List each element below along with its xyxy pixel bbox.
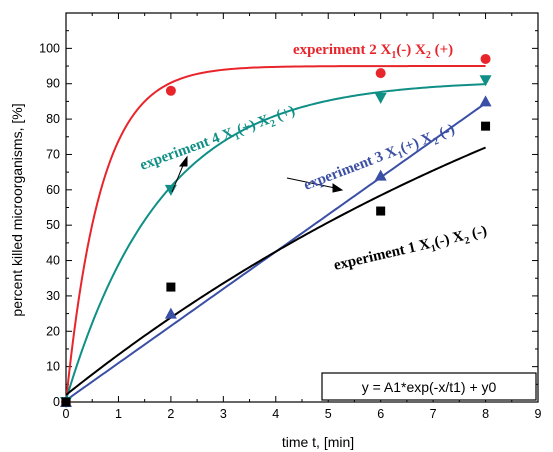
arrow-experiment-4 xyxy=(171,162,185,193)
y-tick-label: 40 xyxy=(46,254,60,268)
x-axis-title: time t, [min] xyxy=(282,434,354,450)
fit-curves xyxy=(65,65,487,402)
x-tick-label: 1 xyxy=(115,407,122,421)
y-tick-label: 80 xyxy=(46,112,60,126)
fit-curve-experiment-4 xyxy=(65,83,486,401)
y-tick-label: 100 xyxy=(39,41,60,55)
label-experiment-3: experiment 3 X1(+) X2 (-) xyxy=(302,121,458,196)
arrowhead-experiment-1 xyxy=(332,183,344,193)
y-tick-label: 10 xyxy=(46,360,60,374)
y-tick-label: 60 xyxy=(46,183,60,197)
y-tick-label: 70 xyxy=(46,147,60,161)
x-tick-label: 8 xyxy=(482,407,489,421)
label-experiment-1: experiment 1 X1(-) X2 (-) xyxy=(332,223,489,277)
arrowhead-experiment-4 xyxy=(178,155,188,167)
x-tick-label: 2 xyxy=(167,407,174,421)
formula-text: y = A1*exp(-x/t1) + y0 xyxy=(362,379,497,395)
marker-experiment-3 xyxy=(164,307,177,319)
label-experiment-4: experiment 4 X1(+) X2 (+) xyxy=(138,103,298,177)
y-axis-ticks: 0 10 20 30 40 50 60 70 80 90 100 xyxy=(39,30,538,409)
arrow-experiment-1 xyxy=(286,177,336,189)
formula-frame xyxy=(321,372,537,401)
x-tick-label: 0 xyxy=(63,407,70,421)
marker-experiment-3 xyxy=(479,95,492,107)
marker-experiment-3 xyxy=(374,169,387,181)
x-tick-label: 7 xyxy=(430,407,437,421)
y-tick-label: 90 xyxy=(46,77,60,91)
marker-experiment-2 xyxy=(480,53,491,64)
plot-frame xyxy=(65,12,539,403)
marker-experiment-1 xyxy=(481,121,491,131)
marker-experiment-1 xyxy=(61,397,71,407)
marker-experiment-4 xyxy=(374,92,387,104)
x-axis-ticks: 0 1 2 3 4 5 6 7 8 9 xyxy=(63,13,542,421)
y-tick-label: 50 xyxy=(46,218,60,232)
x-tick-label: 4 xyxy=(272,407,279,421)
y-tick-label: 0 xyxy=(53,395,60,409)
marker-experiment-1 xyxy=(166,282,176,292)
fit-curve-experiment-2 xyxy=(65,65,486,402)
y-axis-title: percent killed microorganisms, [%] xyxy=(9,103,25,316)
y-tick-label: 30 xyxy=(46,289,60,303)
x-tick-label: 6 xyxy=(377,407,384,421)
label-experiment-2: experiment 2 X1(-) X2 (+) xyxy=(293,42,453,61)
x-tick-label: 9 xyxy=(535,407,542,421)
x-tick-label: 5 xyxy=(325,407,332,421)
x-tick-label: 3 xyxy=(220,407,227,421)
marker-experiment-4 xyxy=(479,75,492,87)
y-tick-label: 20 xyxy=(46,324,60,338)
fit-curve-experiment-1 xyxy=(65,146,486,396)
marker-experiment-1 xyxy=(376,206,386,216)
marker-experiment-2 xyxy=(375,68,386,79)
marker-experiment-2 xyxy=(165,85,176,96)
data-markers xyxy=(60,53,492,408)
formula-box: y = A1*exp(-x/t1) + y0 xyxy=(321,372,537,401)
annotation-arrows xyxy=(171,155,344,193)
